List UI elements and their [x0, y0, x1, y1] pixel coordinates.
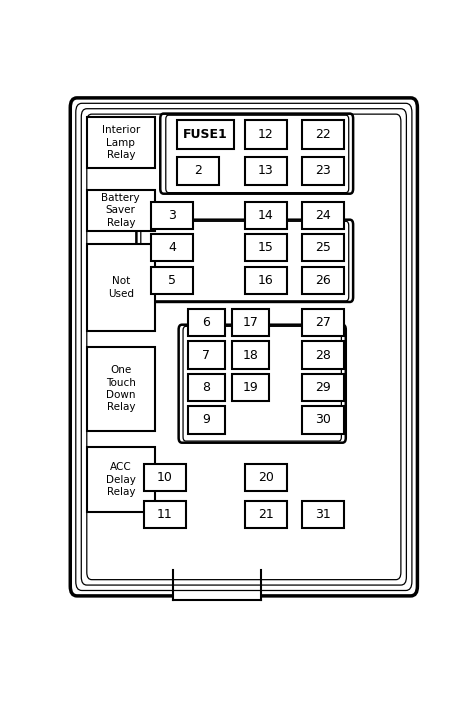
Bar: [151, 266, 193, 294]
Text: 31: 31: [315, 508, 331, 521]
Bar: [87, 190, 155, 231]
Text: 12: 12: [258, 128, 274, 141]
Bar: [177, 120, 234, 149]
Text: 17: 17: [242, 316, 258, 329]
Bar: [245, 120, 287, 149]
Text: 18: 18: [242, 349, 258, 361]
Text: Interior
Lamp
Relay: Interior Lamp Relay: [101, 125, 140, 160]
Text: 9: 9: [202, 413, 210, 427]
Text: One
Touch
Down
Relay: One Touch Down Relay: [106, 366, 136, 413]
Bar: [87, 244, 155, 330]
Bar: [188, 342, 225, 368]
Text: 16: 16: [258, 273, 274, 287]
Bar: [245, 234, 287, 262]
Bar: [87, 117, 155, 168]
Bar: [151, 234, 193, 262]
Bar: [87, 347, 155, 431]
Bar: [245, 266, 287, 294]
Text: 29: 29: [315, 381, 331, 394]
Bar: [245, 465, 287, 491]
Text: 26: 26: [315, 273, 331, 287]
Bar: [301, 266, 344, 294]
Bar: [245, 501, 287, 528]
Text: 30: 30: [315, 413, 331, 427]
Text: 14: 14: [258, 209, 274, 222]
Text: 5: 5: [168, 273, 176, 287]
Text: 22: 22: [315, 128, 331, 141]
Bar: [188, 406, 225, 434]
Bar: [177, 157, 219, 184]
Bar: [301, 406, 344, 434]
Text: 10: 10: [157, 472, 173, 484]
Bar: [188, 374, 225, 401]
Text: 6: 6: [202, 316, 210, 329]
Bar: [301, 342, 344, 368]
Text: 25: 25: [315, 241, 331, 254]
Text: 19: 19: [242, 381, 258, 394]
Bar: [301, 157, 344, 184]
Text: 7: 7: [202, 349, 210, 361]
Bar: [245, 157, 287, 184]
Text: 2: 2: [194, 165, 202, 177]
Text: FUSE1: FUSE1: [183, 128, 228, 141]
Bar: [232, 374, 269, 401]
Text: Not
Used: Not Used: [108, 276, 134, 299]
Bar: [301, 202, 344, 229]
Text: 21: 21: [258, 508, 274, 521]
Bar: [301, 309, 344, 336]
Bar: [144, 465, 186, 491]
Text: 20: 20: [258, 472, 274, 484]
Bar: [173, 592, 261, 606]
Text: 8: 8: [202, 381, 210, 394]
Bar: [245, 202, 287, 229]
Text: 11: 11: [157, 508, 173, 521]
Text: 13: 13: [258, 165, 274, 177]
Bar: [188, 309, 225, 336]
Text: Battery
Saver
Relay: Battery Saver Relay: [101, 193, 140, 228]
Bar: [87, 447, 155, 512]
Bar: [232, 309, 269, 336]
Bar: [144, 501, 186, 528]
Bar: [301, 374, 344, 401]
Text: 24: 24: [315, 209, 331, 222]
Text: 28: 28: [315, 349, 331, 361]
Bar: [151, 202, 193, 229]
Bar: [232, 342, 269, 368]
Bar: [301, 120, 344, 149]
Text: ACC
Delay
Relay: ACC Delay Relay: [106, 462, 136, 497]
Bar: [301, 234, 344, 262]
FancyBboxPatch shape: [70, 98, 418, 596]
Text: 4: 4: [168, 241, 176, 254]
Bar: [301, 501, 344, 528]
Text: 3: 3: [168, 209, 176, 222]
Text: 27: 27: [315, 316, 331, 329]
Text: 23: 23: [315, 165, 331, 177]
Text: 15: 15: [258, 241, 274, 254]
